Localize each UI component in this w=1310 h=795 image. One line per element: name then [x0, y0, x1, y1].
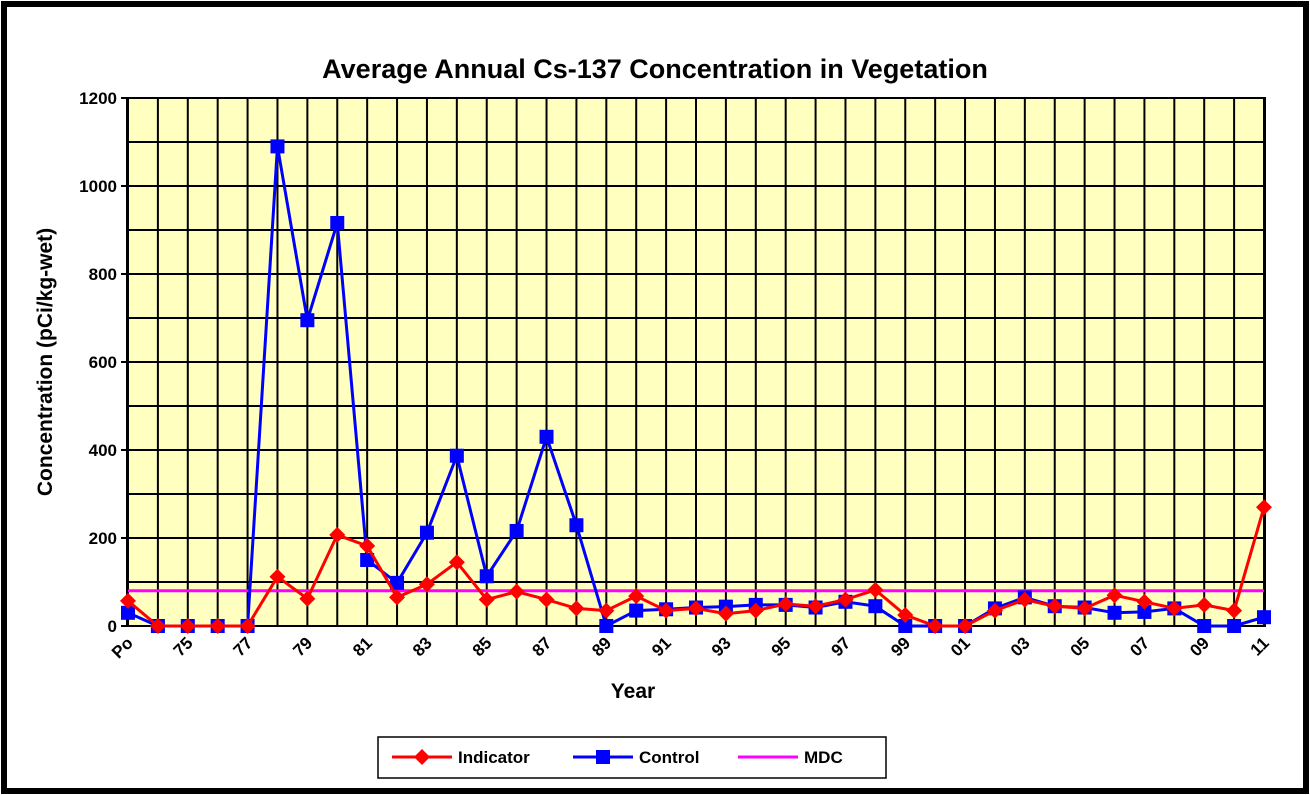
- y-tick-label: 1200: [79, 89, 117, 108]
- marker: [270, 139, 285, 154]
- y-axis-label: Concentration (pCi/kg-wet): [34, 228, 57, 496]
- y-tick-label: 800: [89, 265, 117, 284]
- marker: [539, 429, 554, 444]
- marker: [898, 619, 913, 633]
- marker: [509, 523, 524, 538]
- marker: [777, 596, 794, 612]
- marker: [414, 749, 430, 765]
- marker: [300, 313, 315, 328]
- marker: [538, 591, 555, 608]
- marker: [717, 605, 734, 622]
- y-tick-label: 200: [89, 529, 117, 548]
- marker: [599, 619, 614, 633]
- marker: [449, 448, 464, 463]
- marker: [179, 618, 196, 634]
- marker: [121, 605, 135, 620]
- marker: [330, 215, 345, 230]
- marker: [390, 575, 405, 590]
- marker: [867, 581, 884, 598]
- marker: [897, 607, 914, 623]
- marker: [1076, 600, 1093, 617]
- marker: [1166, 600, 1183, 617]
- y-tick-label: 0: [108, 617, 117, 636]
- marker: [1197, 619, 1212, 633]
- chart-title: Average Annual Cs-137 Concentration in V…: [322, 54, 988, 84]
- marker: [807, 598, 824, 615]
- marker: [1257, 610, 1271, 625]
- marker: [149, 618, 166, 634]
- marker: [269, 568, 286, 585]
- legend-label: MDC: [804, 748, 843, 767]
- marker: [986, 602, 1003, 619]
- marker: [837, 591, 854, 608]
- marker: [1226, 602, 1243, 619]
- legend-label: Control: [639, 748, 699, 767]
- marker: [1256, 499, 1272, 516]
- marker: [419, 525, 434, 540]
- legend-label: Indicator: [458, 748, 530, 767]
- marker: [209, 618, 226, 634]
- marker: [239, 618, 256, 634]
- y-tick-label: 600: [89, 353, 117, 372]
- marker: [359, 537, 376, 554]
- marker: [927, 618, 944, 634]
- marker: [688, 600, 704, 617]
- marker: [120, 592, 136, 609]
- marker: [418, 576, 435, 593]
- marker: [1106, 587, 1123, 604]
- y-tick-label: 1000: [79, 177, 117, 196]
- marker: [629, 603, 644, 618]
- marker: [628, 588, 645, 605]
- marker: [1107, 605, 1122, 620]
- marker: [596, 750, 610, 764]
- marker: [1137, 604, 1152, 619]
- x-axis-label: Year: [611, 680, 655, 703]
- marker: [568, 600, 585, 617]
- marker: [1046, 598, 1063, 615]
- marker: [448, 554, 465, 571]
- marker: [479, 569, 494, 584]
- marker: [299, 590, 316, 607]
- marker: [747, 602, 764, 619]
- marker: [957, 618, 974, 634]
- marker: [868, 599, 883, 614]
- marker: [598, 602, 615, 619]
- marker: [360, 553, 375, 567]
- marker: [478, 591, 495, 608]
- marker: [1136, 593, 1153, 610]
- marker: [658, 602, 675, 619]
- marker: [389, 589, 406, 606]
- marker: [1016, 591, 1033, 608]
- marker: [508, 583, 525, 600]
- marker: [569, 518, 584, 533]
- marker: [329, 526, 346, 543]
- y-tick-label: 400: [89, 441, 117, 460]
- marker: [1227, 619, 1242, 633]
- marker: [1196, 596, 1213, 613]
